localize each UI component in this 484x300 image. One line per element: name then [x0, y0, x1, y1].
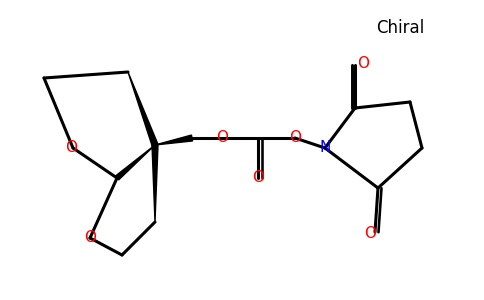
Text: O: O: [252, 170, 264, 185]
Text: Chiral: Chiral: [376, 19, 424, 37]
Text: O: O: [84, 230, 96, 245]
Text: O: O: [289, 130, 301, 146]
Polygon shape: [128, 72, 158, 146]
Text: O: O: [364, 226, 376, 242]
Text: O: O: [216, 130, 228, 146]
Polygon shape: [115, 145, 155, 180]
Text: O: O: [65, 140, 77, 155]
Text: N: N: [319, 140, 331, 155]
Polygon shape: [152, 145, 158, 222]
Text: O: O: [357, 56, 369, 70]
Polygon shape: [155, 135, 193, 145]
